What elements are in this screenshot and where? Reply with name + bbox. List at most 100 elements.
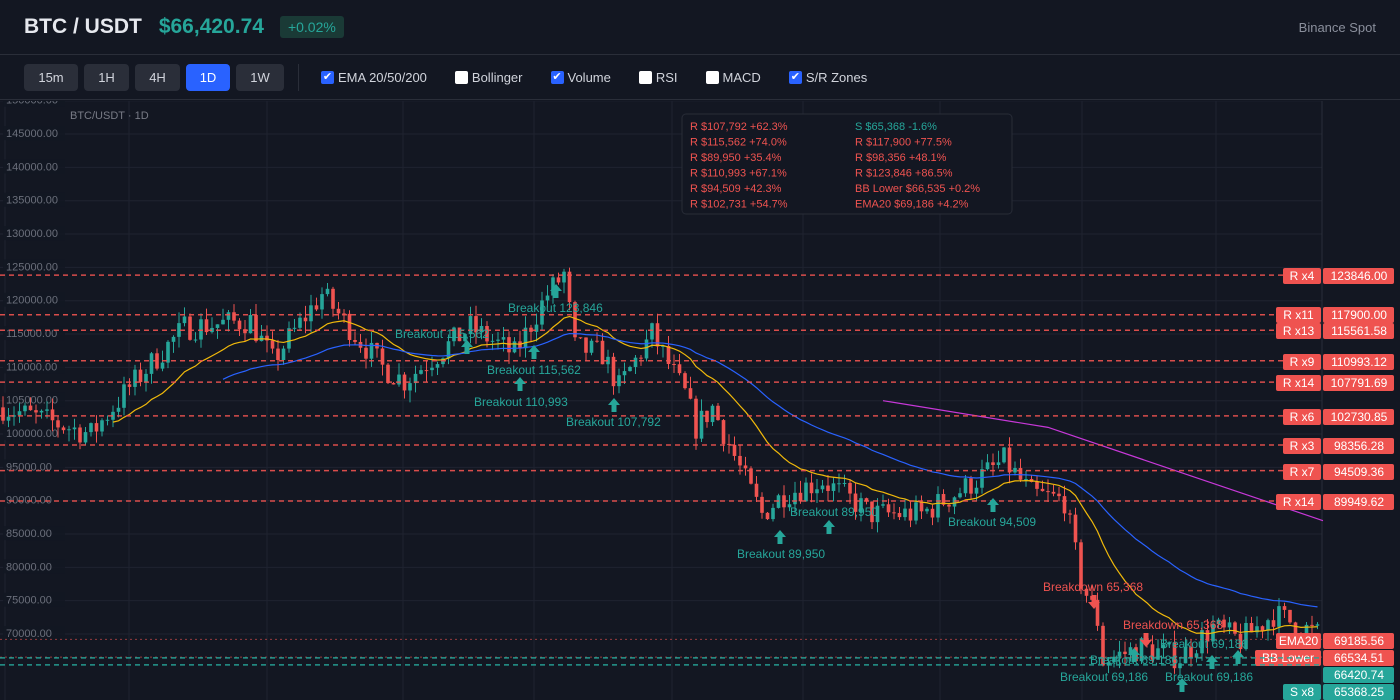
price-axis-tick: 150000.00 <box>6 101 58 107</box>
candle-up <box>523 327 528 349</box>
level-tag-badge <box>1276 307 1321 323</box>
candle-up <box>221 319 225 325</box>
candle-down <box>380 348 385 365</box>
sr-zone-list-item: R $98,356 +48.1% <box>855 152 947 164</box>
signal-label: Breakout 69,186 <box>1060 670 1148 684</box>
timeframe-4h-button[interactable]: 4H <box>135 63 180 91</box>
price-chart[interactable]: 150000.00 145000.00 140000.00 135000.00 1300… <box>0 101 1400 700</box>
level-tag-badge <box>1276 323 1321 339</box>
candle-down <box>705 410 709 423</box>
candle-down <box>1073 514 1078 543</box>
candle-up <box>540 300 544 325</box>
signal-label: Breakout 89,950 <box>737 547 825 561</box>
level-price-tag <box>1323 494 1394 510</box>
candle-down <box>94 423 99 432</box>
timeframe-1w-button[interactable]: 1W <box>236 63 284 91</box>
signal-label: Breakout 107,792 <box>566 415 661 429</box>
timeframe-1h-button[interactable]: 1H <box>84 63 129 91</box>
candle-up <box>298 317 302 328</box>
candle-up <box>419 370 423 374</box>
level-tag-badge <box>1283 464 1321 480</box>
candle-down <box>754 483 759 497</box>
level-tag-label: EMA20 <box>1279 634 1319 648</box>
level-price-value: 66420.74 <box>1334 668 1384 682</box>
signal-label: Breakout 69,186 <box>1090 653 1178 667</box>
level-price-value: 89949.62 <box>1334 495 1384 509</box>
level-tag-label: R x3 <box>1290 439 1315 453</box>
timeframe-1d-button[interactable]: 1D <box>186 63 230 91</box>
candle-up <box>650 323 654 340</box>
arrow-up-icon <box>1232 650 1244 664</box>
candle-up <box>292 327 297 329</box>
candle-up <box>446 341 451 359</box>
candle-up <box>72 427 77 430</box>
candle-up <box>1178 663 1182 669</box>
sr-zone-list-item: R $110,993 +67.1% <box>690 168 787 180</box>
candle-down <box>1007 447 1012 473</box>
level-price-tag <box>1323 409 1394 425</box>
bollinger-checkbox[interactable]: Bollinger <box>454 70 523 85</box>
candle-down <box>265 335 269 341</box>
candle-up <box>859 498 863 512</box>
sr-zone-list-item: R $102,731 +54.7% <box>690 199 788 211</box>
candle-up <box>452 327 456 342</box>
ema-label: EMA 20/50/200 <box>338 69 427 85</box>
checkbox-checked-icon: ✔ <box>550 70 564 84</box>
arrow-up-icon <box>514 377 526 391</box>
candle-up <box>699 410 704 439</box>
candle-up <box>815 489 819 494</box>
candle-down <box>364 347 368 359</box>
candle-up <box>985 462 990 470</box>
candle-up <box>793 492 797 505</box>
price-axis-tick: 130000.00 <box>6 228 58 240</box>
candle-down <box>573 302 577 338</box>
price-axis-tick-bg <box>3 126 65 141</box>
rsi-checkbox[interactable]: RSI <box>638 70 678 85</box>
candle-down <box>243 329 247 334</box>
candle-up <box>1013 468 1017 473</box>
level-tag-badge <box>1283 409 1321 425</box>
ema-checkbox[interactable]: ✔ EMA 20/50/200 <box>321 70 427 85</box>
price-axis-tick: 100000.00 <box>6 428 58 440</box>
candle-down <box>1040 488 1045 492</box>
arrow-up-icon <box>608 398 620 412</box>
candle-down <box>28 405 33 411</box>
candles <box>1 267 1320 679</box>
candle-up <box>281 348 286 361</box>
candle-up <box>320 294 324 310</box>
candle-down <box>655 323 660 347</box>
candle-up <box>974 487 979 494</box>
candle-up <box>248 314 253 334</box>
price-axis-tick: 145000.00 <box>6 128 58 140</box>
candle-up <box>479 326 484 333</box>
chart-title: BTC/USDT · 1D <box>70 110 149 122</box>
arrow-up-icon <box>1128 648 1140 662</box>
volume-checkbox[interactable]: ✔ Volume <box>550 70 611 85</box>
candle-up <box>501 337 506 340</box>
price-axis-tick: 105000.00 <box>6 395 58 407</box>
candle-up <box>936 494 940 518</box>
arrow-up-icon <box>1176 678 1188 692</box>
candle-down <box>188 316 192 340</box>
sr-zone-list-item: R $115,562 +74.0% <box>690 137 787 149</box>
level-price-value: 102730.85 <box>1331 410 1388 424</box>
candle-down <box>61 427 66 431</box>
candle-up <box>45 409 49 411</box>
candle-down <box>991 462 995 465</box>
level-price-tag <box>1323 307 1394 323</box>
timeframe-15m-button[interactable]: 15m <box>24 63 78 91</box>
candle-up <box>67 429 71 431</box>
candle-up <box>39 410 44 413</box>
candle-down <box>1172 642 1177 669</box>
arrow-up-icon <box>823 520 835 534</box>
level-tag-badge <box>1276 633 1321 649</box>
price-axis-tick: 75000.00 <box>6 595 52 607</box>
sr-zone-list-item: S $65,368 -1.6% <box>855 121 937 133</box>
sr-zones-checkbox[interactable]: ✔ S/R Zones <box>788 70 867 85</box>
candle-down <box>1079 542 1083 589</box>
macd-checkbox[interactable]: MACD <box>705 70 761 85</box>
candle-up <box>193 339 198 341</box>
candle-up <box>562 271 566 283</box>
candle-up <box>804 482 808 502</box>
candle-up <box>413 373 418 384</box>
